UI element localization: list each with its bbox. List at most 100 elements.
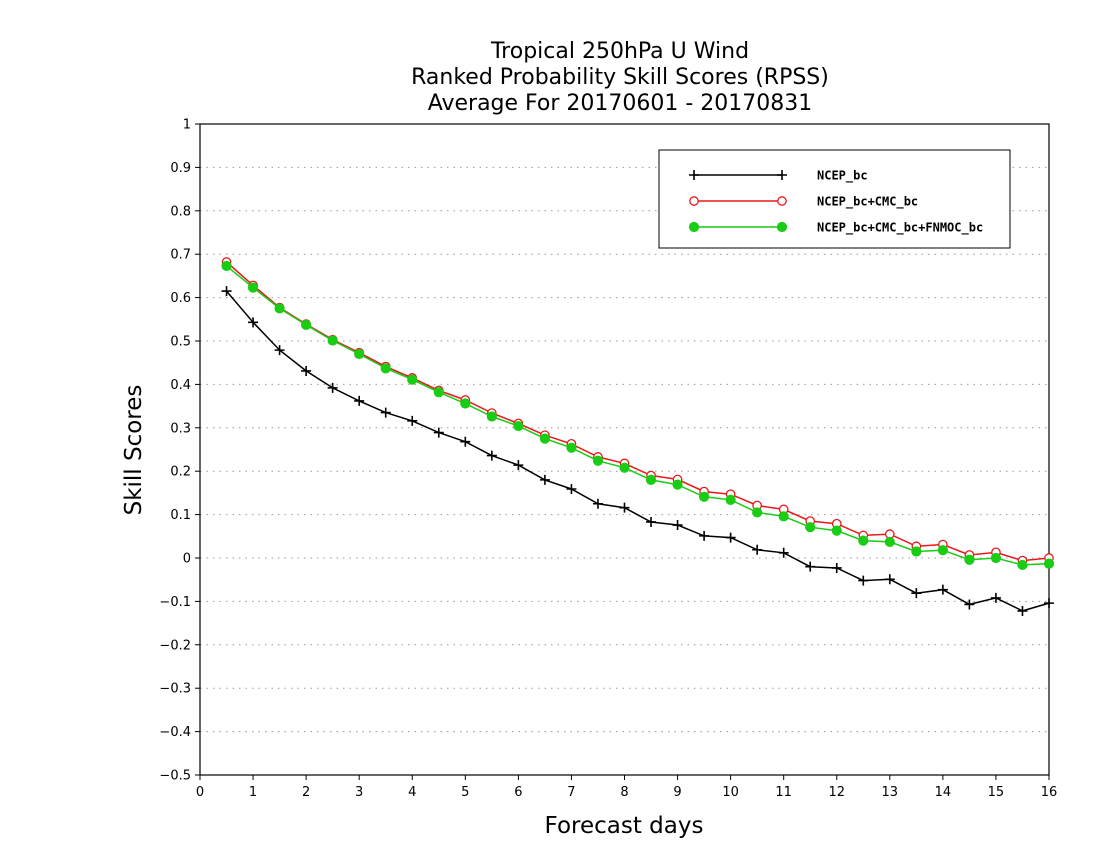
x-tick-label: 15 xyxy=(988,785,1005,800)
x-tick-label: 11 xyxy=(775,785,792,800)
title-line: Tropical 250hPa U Wind xyxy=(490,39,749,64)
data-point xyxy=(221,260,232,272)
data-point xyxy=(354,348,365,360)
series-layer xyxy=(221,257,1055,616)
legend-entry: NCEP_bc+CMC_bc+FNMOC_bc xyxy=(688,221,983,236)
legend-label: NCEP_bc xyxy=(817,169,868,184)
y-tick-label: 0.5 xyxy=(170,335,191,350)
data-point xyxy=(884,574,895,585)
legend-marker xyxy=(689,196,699,206)
x-tick-label: 16 xyxy=(1041,785,1058,800)
data-point xyxy=(433,427,444,438)
data-point xyxy=(805,522,816,533)
grid-lines xyxy=(200,166,1049,733)
data-point xyxy=(911,588,922,599)
data-point xyxy=(1017,559,1028,571)
data-point xyxy=(619,462,630,473)
data-point xyxy=(858,535,869,546)
legend-entry: NCEP_bc xyxy=(689,169,868,184)
y-tick-label: 0.6 xyxy=(170,291,191,306)
series-0 xyxy=(221,286,1054,616)
data-point xyxy=(566,442,577,453)
data-point xyxy=(990,592,1001,603)
legend-marker xyxy=(777,196,787,206)
data-point xyxy=(805,561,816,572)
data-point xyxy=(327,335,338,346)
data-point xyxy=(1017,605,1028,616)
data-point xyxy=(990,552,1002,564)
data-point xyxy=(221,286,232,297)
x-axis: 0 1 2 3 4 5 6 7 8 9 10 11 12 13 14 15 16 xyxy=(196,775,1057,800)
data-point xyxy=(247,282,259,293)
x-tick-label: 7 xyxy=(567,785,575,800)
x-tick-label: 12 xyxy=(828,785,845,800)
data-point xyxy=(778,511,789,522)
data-point xyxy=(672,520,683,531)
data-point xyxy=(831,562,842,573)
data-point xyxy=(672,479,683,490)
data-point xyxy=(301,365,312,376)
y-tick-label: −0.2 xyxy=(159,638,191,653)
data-point xyxy=(513,420,524,432)
y-tick-label: 0.2 xyxy=(170,465,191,480)
x-tick-label: 5 xyxy=(461,785,469,800)
series-line xyxy=(225,290,1050,612)
data-point xyxy=(407,374,418,385)
y-tick-label: 0.7 xyxy=(170,248,191,263)
data-point xyxy=(513,460,524,471)
data-point xyxy=(964,599,975,610)
data-point xyxy=(1044,598,1054,609)
data-point xyxy=(937,584,948,595)
y-tick-label: 0.8 xyxy=(170,204,191,219)
data-point xyxy=(460,398,471,409)
data-point xyxy=(539,474,550,485)
data-point xyxy=(752,507,763,518)
series-1 xyxy=(221,257,1054,566)
legend-marker xyxy=(776,221,788,233)
x-tick-label: 10 xyxy=(722,785,739,800)
y-tick-label: 0.3 xyxy=(170,421,191,436)
y-axis: 1 0.9 0.8 0.7 0.6 0.5 0.4 0.3 0.2 0.1 0 −0.1 −0.2 −0.… xyxy=(159,118,200,784)
data-point xyxy=(725,532,736,543)
data-point xyxy=(699,530,710,541)
data-point xyxy=(645,474,657,485)
y-tick-label: 0.4 xyxy=(170,378,191,393)
data-point xyxy=(354,395,365,406)
data-point xyxy=(274,345,285,356)
y-tick-label: −0.1 xyxy=(159,595,191,610)
x-tick-label: 13 xyxy=(882,785,899,800)
y-axis-label: Skill Scores xyxy=(121,385,147,516)
y-tick-label: 0 xyxy=(183,552,191,567)
data-point xyxy=(937,545,948,556)
legend-label: NCEP_bc+CMC_bc xyxy=(817,195,918,210)
data-point xyxy=(911,546,922,557)
x-tick-label: 9 xyxy=(673,785,681,800)
data-point xyxy=(1043,558,1055,569)
legend-box xyxy=(658,149,1011,249)
data-point xyxy=(858,575,869,586)
title-line: Average For 20170601 - 20170831 xyxy=(428,91,813,116)
y-tick-label: −0.5 xyxy=(159,769,191,784)
data-point xyxy=(592,498,603,509)
legend-label: NCEP_bc+CMC_bc+FNMOC_bc xyxy=(817,221,983,236)
data-point xyxy=(539,433,551,444)
x-tick-label: 2 xyxy=(302,785,310,800)
data-point xyxy=(301,319,312,331)
legend-marker xyxy=(688,221,700,233)
data-point xyxy=(566,483,577,494)
data-point xyxy=(725,494,736,505)
series-line xyxy=(226,265,1050,566)
legend-marker xyxy=(689,170,699,180)
series-line xyxy=(226,261,1050,562)
x-tick-label: 14 xyxy=(935,785,952,800)
legend-entry: NCEP_bc+CMC_bc xyxy=(689,195,918,210)
data-point xyxy=(592,455,604,466)
data-point xyxy=(646,516,657,527)
x-axis-label: Forecast days xyxy=(545,813,704,839)
data-point xyxy=(327,382,338,393)
title-line: Ranked Probability Skill Scores (RPSS) xyxy=(411,65,829,90)
data-point xyxy=(964,554,975,565)
data-point xyxy=(698,491,710,502)
